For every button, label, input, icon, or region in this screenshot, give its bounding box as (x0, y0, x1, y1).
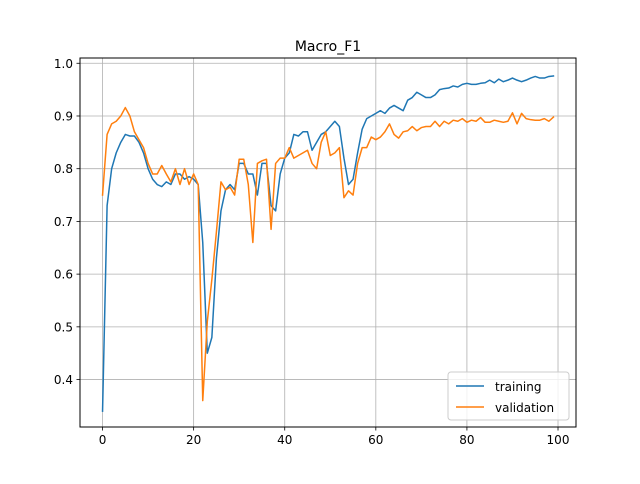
y-tick-label: 0.4 (54, 373, 73, 387)
legend: training validation (447, 371, 570, 421)
axis-ticks: 0 20 40 60 80 100 0.4 0.5 0.6 0.7 0.8 0.9 1.0 (54, 57, 570, 447)
series-lines (101, 75, 555, 412)
y-tick-label: 0.7 (54, 215, 73, 229)
axes-frame (79, 57, 577, 428)
y-tick-label: 0.5 (54, 320, 73, 334)
x-tick-label: 60 (368, 433, 383, 447)
x-tick-label: 80 (459, 433, 474, 447)
legend-label-training: training (495, 380, 542, 394)
y-tick-label: 0.6 (54, 268, 73, 282)
series-line-validation (101, 106, 555, 402)
y-tick-label: 1.0 (54, 57, 73, 71)
plot-area (80, 58, 576, 427)
x-tick-label: 100 (547, 433, 570, 447)
x-tick-label: 20 (186, 433, 201, 447)
chart-title: Macro_F1 (295, 39, 361, 55)
y-tick-label: 0.8 (54, 162, 73, 176)
x-tick-label: 40 (277, 433, 292, 447)
legend-label-validation: validation (495, 401, 554, 415)
x-tick-label: 0 (99, 433, 107, 447)
legend-box (447, 371, 570, 421)
y-tick-label: 0.9 (54, 109, 73, 123)
